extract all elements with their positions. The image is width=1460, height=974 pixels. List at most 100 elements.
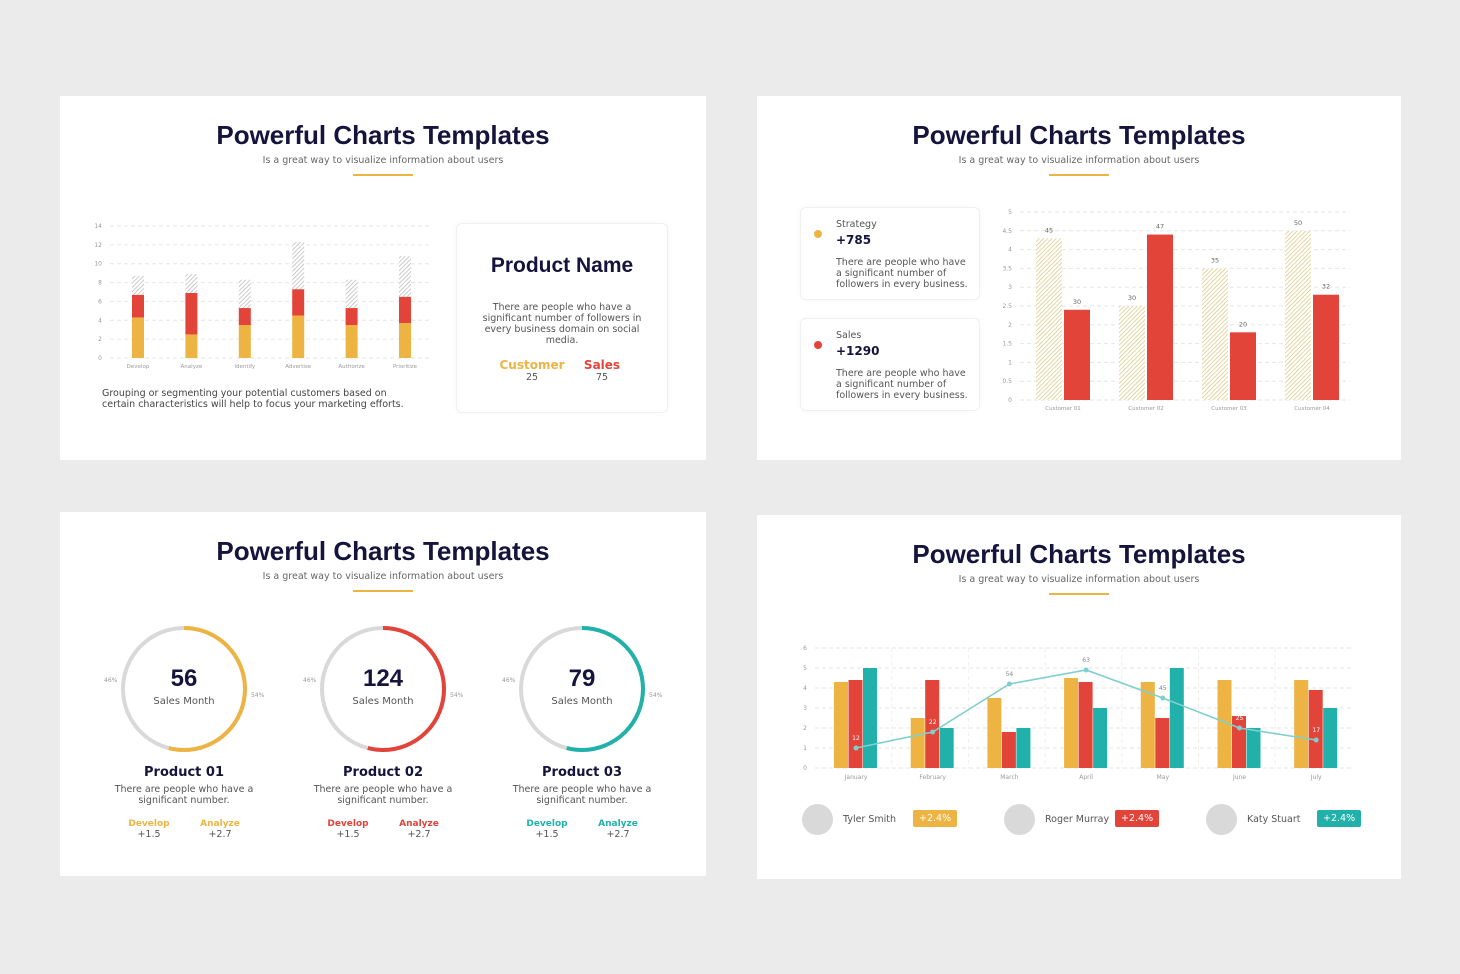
y-tick-label: 4: [803, 685, 807, 692]
line-data-label: 12: [852, 735, 860, 742]
line-data-label: 63: [1082, 657, 1090, 664]
percent-right: 54%: [251, 692, 265, 699]
y-tick-label: 0.5: [1002, 378, 1012, 385]
bar: [1078, 682, 1093, 768]
bar: [1155, 718, 1170, 768]
stat-value: 75: [595, 372, 609, 383]
line-point: [1160, 695, 1166, 701]
avatar: [1206, 804, 1237, 835]
stat-card-strategy: Strategy +785 There are people who have …: [800, 207, 980, 300]
bar: [1202, 268, 1228, 400]
line-point: [1313, 737, 1319, 743]
donut-arc: [121, 626, 247, 752]
change-badge: +2.4%: [913, 810, 958, 827]
data-label: 45: [1045, 226, 1053, 234]
percent-right: 54%: [649, 692, 663, 699]
bar-segment: [238, 279, 251, 309]
stat-customer: Customer 25: [497, 358, 567, 383]
x-tick-label: Authorize: [338, 364, 365, 370]
bar: [1313, 294, 1339, 400]
bar: [1294, 680, 1309, 768]
y-tick-label: 2.5: [1002, 303, 1012, 310]
y-tick-label: 2: [98, 336, 102, 343]
product-text: There are people who have a significant …: [313, 784, 453, 806]
bar: [1217, 680, 1232, 768]
title-underline: [353, 590, 413, 592]
person-name: Katy Stuart: [1247, 814, 1301, 825]
line-point: [1006, 681, 1012, 687]
y-tick-label: 1: [803, 745, 807, 752]
stat-label: Develop: [526, 819, 568, 829]
bar-segment: [345, 308, 358, 325]
data-label: 20: [1239, 320, 1247, 328]
bar-segment: [399, 296, 411, 324]
product-name: Product 02: [343, 765, 423, 780]
stat-develop: Develop +1.5: [512, 819, 582, 840]
x-tick-label: Identify: [234, 364, 256, 370]
stat-sales: Sales 75: [567, 358, 637, 383]
stat-label: Develop: [327, 819, 369, 829]
bar-segment: [185, 334, 198, 358]
y-tick-label: 1.5: [1002, 341, 1012, 348]
title-underline: [1049, 174, 1109, 176]
x-tick-label: April: [1079, 774, 1093, 781]
donut-value: 56: [170, 665, 198, 692]
x-tick-label: Advertise: [285, 364, 312, 370]
product-card: Product Name There are people who have a…: [456, 223, 668, 413]
bar: [1001, 732, 1016, 768]
card-label: Sales: [836, 330, 862, 341]
change-badge: +2.4%: [1317, 810, 1362, 827]
x-tick-label: March: [1000, 774, 1018, 781]
grouped-bar-chart: 0 0.5 1 1.5 2 2.5 3 3.5 4 4.5 5 45 30 Customer 01 30 47…: [1002, 209, 1350, 412]
slide-1: Powerful Charts Templates Is a great way…: [60, 96, 706, 460]
y-tick-label: 12: [94, 242, 102, 249]
product-text: There are people who have a significant …: [512, 784, 652, 806]
y-tick-label: 5: [1008, 209, 1012, 216]
y-tick-label: 2: [803, 725, 807, 732]
bar-segment: [238, 308, 251, 325]
stat-value: +2.7: [606, 829, 630, 840]
bar: [1285, 230, 1311, 400]
percent-left: 46%: [303, 677, 317, 684]
title-underline: [1049, 593, 1109, 595]
bar: [1140, 682, 1155, 768]
bar-segment: [185, 274, 198, 293]
card-value: +785: [836, 233, 872, 247]
x-tick-label: Customer 03: [1211, 406, 1247, 412]
slide-title: Powerful Charts Templates: [912, 539, 1246, 569]
donut-unit: Sales Month: [153, 696, 215, 707]
percent-right: 54%: [450, 692, 464, 699]
bar: [1246, 728, 1261, 768]
y-tick-label: 8: [98, 280, 102, 287]
bar: [1064, 678, 1079, 768]
bar-segment: [292, 315, 305, 358]
stacked-bar-chart: 0 2 4 6 8 10 12 14 Develop Analyze Identify Adverti…: [94, 223, 432, 370]
bar: [939, 728, 954, 768]
bar-segment: [238, 325, 251, 358]
bar: [1036, 238, 1062, 400]
x-tick-label: Prioritize: [393, 364, 418, 370]
bar-segment: [132, 317, 144, 358]
card-text: There are people who have a significant …: [836, 257, 968, 290]
dot-icon: [814, 341, 822, 349]
slide-subtitle: Is a great way to visualize information …: [958, 155, 1200, 166]
stat-value: +2.7: [208, 829, 232, 840]
donut-value: 79: [568, 665, 596, 692]
stat-label: Develop: [128, 819, 170, 829]
data-label: 30: [1073, 298, 1081, 306]
bar: [1232, 716, 1246, 768]
x-tick-label: January: [844, 774, 868, 781]
y-tick-label: 4: [1008, 247, 1012, 254]
bar: [1323, 708, 1338, 768]
product-text: There are people who have a significant …: [482, 302, 642, 346]
y-tick-label: 1: [1008, 359, 1012, 366]
slide-title: Powerful Charts Templates: [912, 120, 1246, 150]
data-label: 50: [1294, 219, 1302, 227]
change-badge: +2.4%: [1115, 810, 1160, 827]
stat-label: Customer: [499, 358, 565, 372]
bar: [848, 680, 863, 768]
donut-arc: [320, 626, 446, 752]
x-tick-label: February: [919, 774, 946, 781]
stat-value: +1.5: [336, 829, 360, 840]
slide-3: Powerful Charts Templates Is a great way…: [60, 512, 706, 876]
